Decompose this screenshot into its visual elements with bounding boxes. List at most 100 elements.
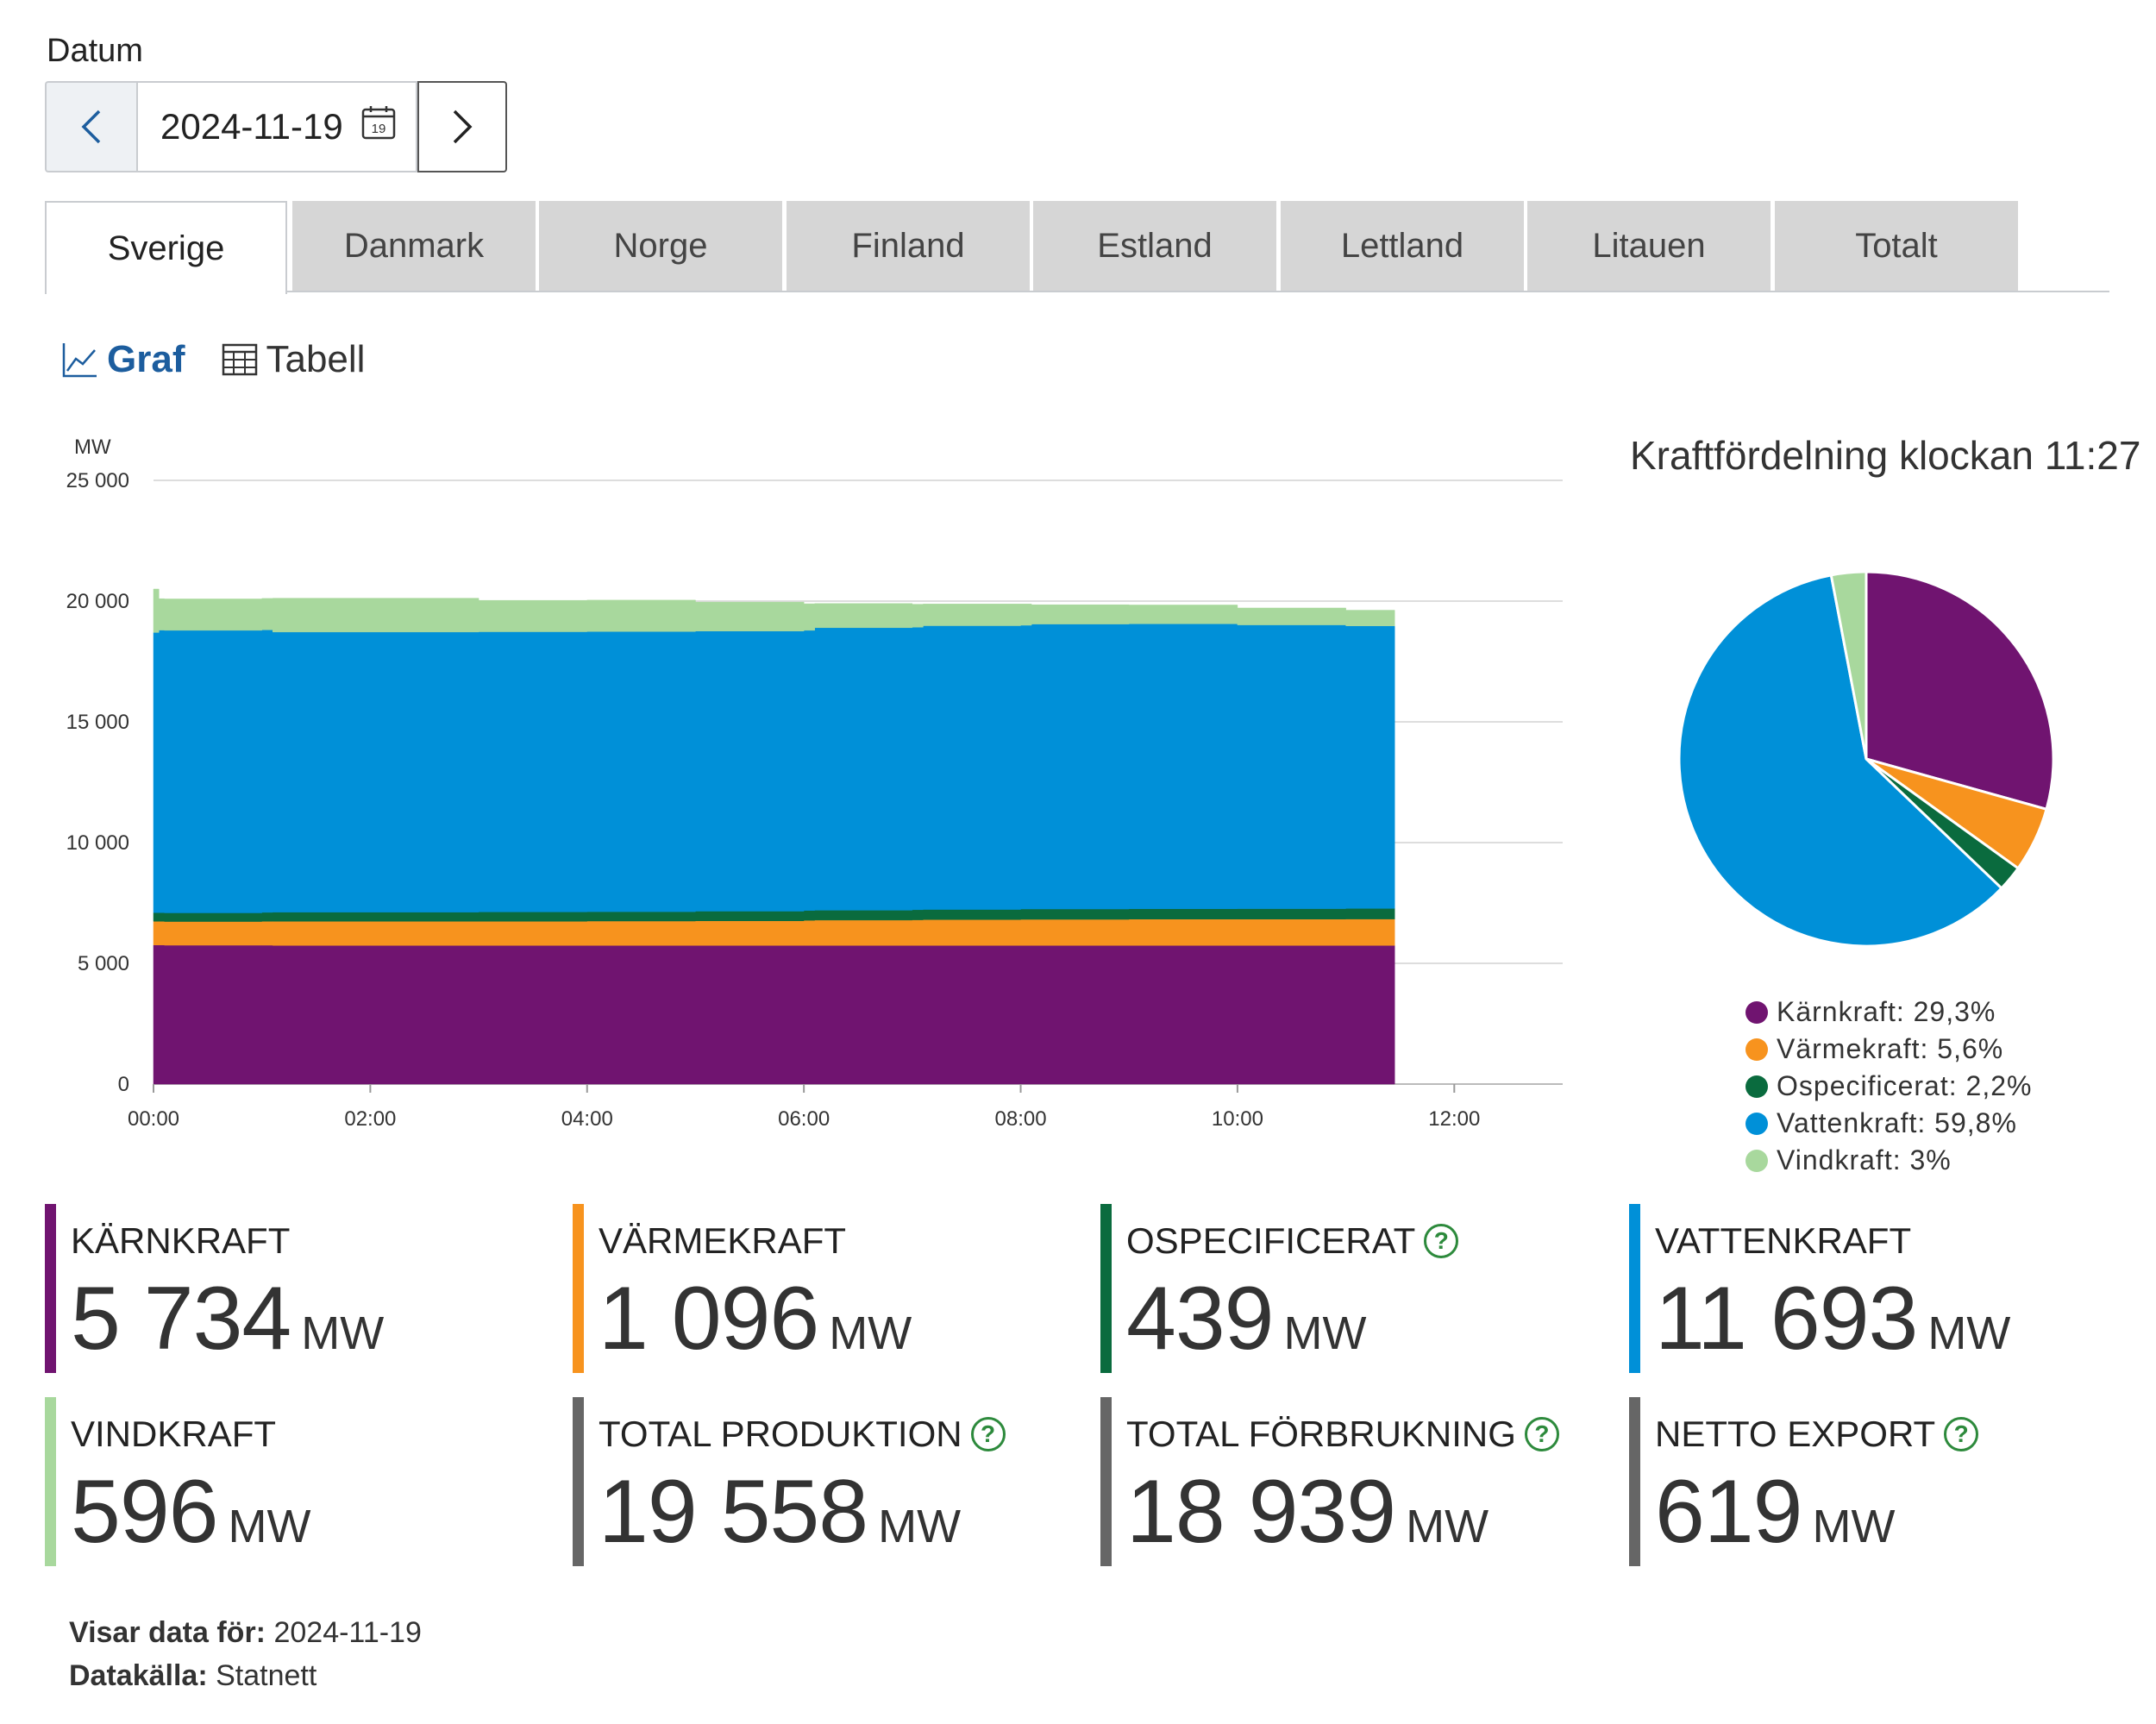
help-icon[interactable]: ? [1424,1224,1459,1258]
table-view-label: Tabell [266,338,366,380]
legend-item[interactable]: Kärnkraft: 29,3% [1745,994,2032,1031]
stat-number: 439 [1126,1269,1275,1369]
next-day-button[interactable] [417,81,507,172]
calendar-icon[interactable]: 19 [360,104,397,149]
tab-estland[interactable]: Estland [1033,201,1276,291]
legend-color-dot [1745,1075,1768,1098]
stat-number: 19 558 [599,1462,868,1562]
stat-name-text: VÄRMEKRAFT [599,1220,847,1261]
tab-finland[interactable]: Finland [787,201,1030,291]
stat-name-text: NETTO EXPORT [1655,1414,1936,1454]
shown-date-value: 2024-11-19 [273,1616,422,1649]
view-toggle: Graf Tabell [60,338,365,381]
legend-label: Värmekraft: 5,6% [1777,1033,2004,1064]
legend-color-dot [1745,1112,1768,1135]
stat-name: KÄRNKRAFT [71,1219,528,1263]
help-icon[interactable]: ? [970,1417,1006,1451]
table-view-button[interactable]: Tabell [221,338,365,381]
stat-unit: MW [1406,1501,1489,1552]
stat-name: TOTAL FÖRBRUKNING? [1126,1413,1583,1456]
previous-day-button[interactable] [45,81,136,172]
tab-danmark[interactable]: Danmark [292,201,536,291]
legend-color-dot [1745,1149,1768,1172]
x-tick-label: 10:00 [1212,1107,1263,1131]
area-series-kärnkraft[interactable] [153,944,1395,1085]
y-tick-label: 20 000 [66,590,129,613]
y-tick-label: 5 000 [78,952,129,975]
stat-vattenkraft: VATTENKRAFT 11 693 MW [1629,1204,2112,1373]
legend-item[interactable]: Vattenkraft: 59,8% [1745,1105,2032,1142]
production-area-chart: 0 5 000 10 000 15 000 20 000 25 000 00:00 02:0… [66,436,1563,1131]
stat-number: 619 [1655,1462,1803,1562]
stat-unit: MW [1812,1501,1896,1552]
stat-number: 596 [71,1462,219,1562]
stat-vindkraft: VINDKRAFT 596 MW [45,1397,528,1566]
x-tick-label: 06:00 [778,1107,830,1131]
tab-totalt[interactable]: Totalt [1775,201,2018,291]
footer: Visar data för: 2024-11-19 Datakälla: St… [69,1611,422,1697]
legend-item[interactable]: Ospecificerat: 2,2% [1745,1068,2032,1105]
help-icon[interactable]: ? [1944,1417,1979,1451]
stat-unit: MW [878,1501,962,1552]
help-icon[interactable]: ? [1524,1417,1559,1451]
stat-color-bar [45,1204,56,1373]
stat-total-förbrukning: TOTAL FÖRBRUKNING? 18 939 MW [1100,1397,1583,1566]
area-series-värmekraft[interactable] [153,918,1395,946]
pie-slice-vattenkraft[interactable] [1677,574,2004,948]
stat-value: 596 MW [71,1461,528,1564]
table-icon [222,343,258,376]
stat-value: 18 939 MW [1126,1461,1583,1564]
stat-name: VÄRMEKRAFT [599,1219,1056,1263]
data-source-value: Statnett [216,1659,317,1692]
stat-color-bar [1100,1397,1112,1566]
stat-color-bar [1629,1397,1640,1566]
graph-view-button[interactable]: Graf [60,338,185,381]
line-chart-icon [62,343,97,378]
legend-label: Vindkraft: 3% [1777,1144,1952,1175]
graph-view-label: Graf [107,338,185,380]
stat-unit: MW [1927,1307,2011,1359]
stat-total-produktion: TOTAL PRODUKTION? 19 558 MW [573,1397,1056,1566]
date-input[interactable]: 2024-11-19 19 [136,81,417,172]
stat-name-text: TOTAL FÖRBRUKNING [1126,1414,1516,1454]
country-tabs: Sverige Danmark Norge Finland Estland Le… [45,201,2109,294]
area-series-vindkraft[interactable] [153,588,1395,633]
legend-label: Vattenkraft: 59,8% [1777,1107,2017,1138]
shown-date-label: Visar data för: [69,1616,266,1649]
stat-name-text: OSPECIFICERAT [1126,1220,1416,1261]
stat-value: 19 558 MW [599,1461,1056,1564]
y-axis-label: MW [74,436,111,459]
legend-color-dot [1745,1000,1768,1024]
x-tick-label: 04:00 [561,1107,613,1131]
stat-unit: MW [228,1501,311,1552]
stat-number: 18 939 [1126,1462,1396,1562]
legend-label: Ospecificerat: 2,2% [1777,1070,2033,1101]
stat-color-bar [573,1204,584,1373]
data-source-line: Datakälla: Statnett [69,1654,422,1697]
area-series-vattenkraft[interactable] [153,624,1395,913]
stat-number: 1 096 [599,1269,819,1369]
pie-slice-vindkraft[interactable] [1829,570,1868,760]
date-value: 2024-11-19 [160,106,343,147]
stat-value: 11 693 MW [1655,1268,2112,1370]
data-source-label: Datakälla: [69,1659,208,1692]
chevron-right-icon [453,110,473,144]
tab-lettland[interactable]: Lettland [1281,201,1524,291]
pie-slice-kärnkraft[interactable] [1865,570,2055,812]
stat-color-bar [573,1397,584,1566]
stat-name: TOTAL PRODUKTION? [599,1413,1056,1456]
tab-sverige[interactable]: Sverige [45,201,287,294]
chevron-left-icon [81,110,101,144]
tab-litauen[interactable]: Litauen [1527,201,1771,291]
legend-item[interactable]: Värmekraft: 5,6% [1745,1031,2032,1068]
legend-label: Kärnkraft: 29,3% [1777,996,1996,1027]
stat-value: 619 MW [1655,1461,2112,1564]
legend-item[interactable]: Vindkraft: 3% [1745,1142,2032,1179]
stat-netto-export: NETTO EXPORT? 619 MW [1629,1397,2112,1566]
stat-värmekraft: VÄRMEKRAFT 1 096 MW [573,1204,1056,1373]
x-tick-label: 08:00 [995,1107,1047,1131]
pie-title: Kraftfördelning klockan 11:27 [1630,433,2141,478]
stat-value: 5 734 MW [71,1268,528,1370]
stat-name: OSPECIFICERAT? [1126,1219,1583,1263]
tab-norge[interactable]: Norge [539,201,782,291]
